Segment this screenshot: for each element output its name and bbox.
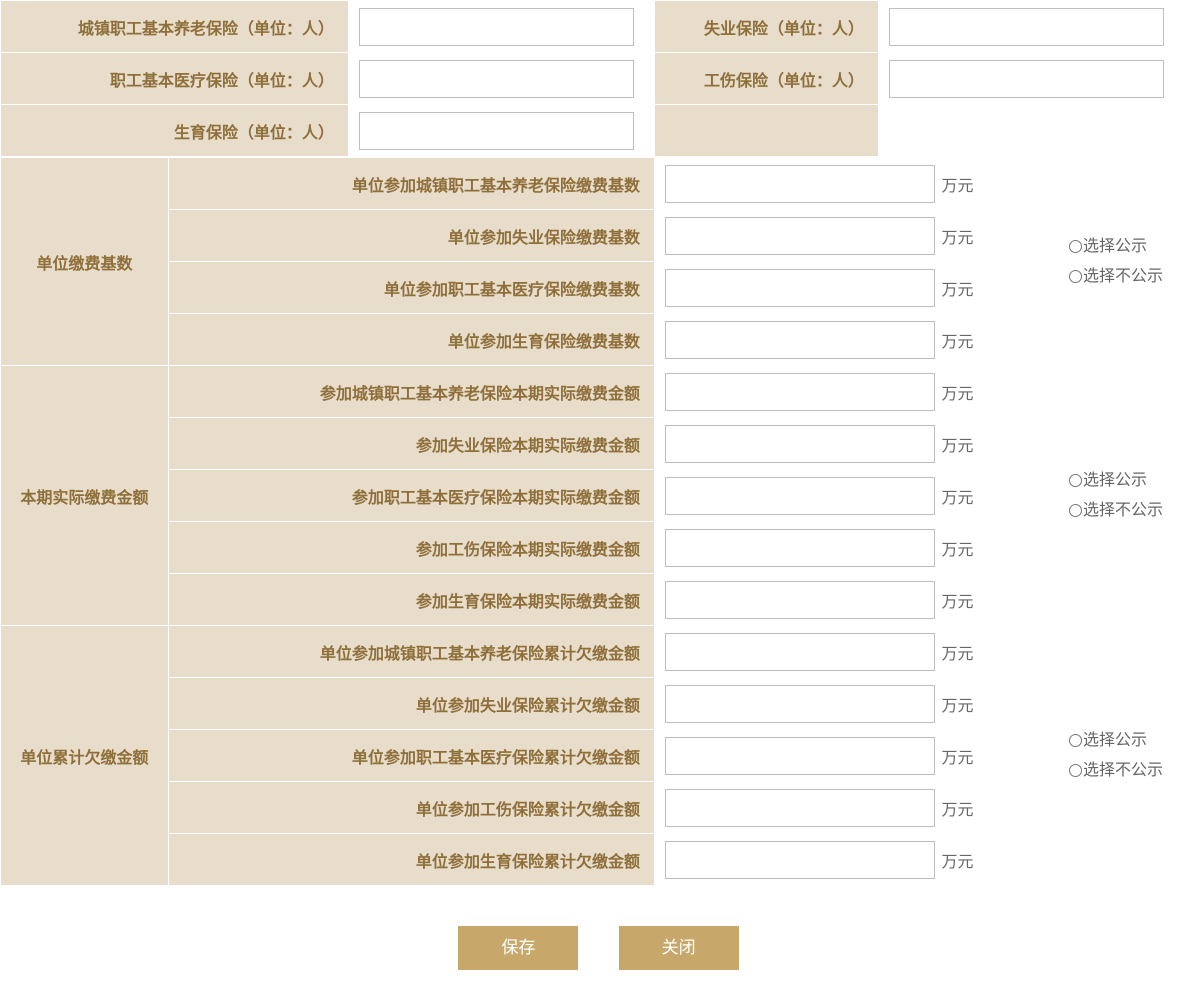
blank-cell bbox=[655, 105, 879, 157]
disclosure-radio-group-actual: 选择公示选择不公示 bbox=[1063, 366, 1197, 626]
radio-option-hide[interactable]: 选择不公示 bbox=[1069, 496, 1197, 526]
amount-input[interactable] bbox=[665, 321, 935, 359]
row-label: 单位参加工伤保险累计欠缴金额 bbox=[169, 782, 655, 834]
row-label: 参加工伤保险本期实际缴费金额 bbox=[169, 522, 655, 574]
amount-input[interactable] bbox=[665, 477, 935, 515]
row-label: 单位参加失业保险缴费基数 bbox=[169, 210, 655, 262]
radio-option-show[interactable]: 选择公示 bbox=[1069, 726, 1197, 756]
row-input-cell: 万元 bbox=[655, 522, 1063, 574]
section-header-actual: 本期实际缴费金额 bbox=[1, 366, 169, 626]
input-unemployment[interactable] bbox=[889, 8, 1164, 46]
close-button[interactable]: 关闭 bbox=[619, 926, 739, 970]
row-label: 单位参加生育保险缴费基数 bbox=[169, 314, 655, 366]
row-input-cell: 万元 bbox=[655, 314, 1063, 366]
unit-label: 万元 bbox=[937, 698, 973, 715]
row-label: 单位参加城镇职工基本养老保险累计欠缴金额 bbox=[169, 626, 655, 678]
label-pension: 城镇职工基本养老保险（单位：人） bbox=[1, 1, 349, 53]
disclosure-radio-group-owed: 选择公示选择不公示 bbox=[1063, 626, 1197, 886]
amount-input[interactable] bbox=[665, 685, 935, 723]
amount-input[interactable] bbox=[665, 737, 935, 775]
amount-input[interactable] bbox=[665, 269, 935, 307]
radio-input[interactable] bbox=[1069, 764, 1082, 777]
label-medical: 职工基本医疗保险（单位：人） bbox=[1, 53, 349, 105]
sections-table: 单位缴费基数单位参加城镇职工基本养老保险缴费基数 万元选择公示选择不公示单位参加… bbox=[0, 157, 1197, 886]
radio-option-show[interactable]: 选择公示 bbox=[1069, 466, 1197, 496]
row-input-cell: 万元 bbox=[655, 730, 1063, 782]
radio-option-show[interactable]: 选择公示 bbox=[1069, 232, 1197, 262]
unit-label: 万元 bbox=[937, 646, 973, 663]
radio-input[interactable] bbox=[1069, 734, 1082, 747]
radio-input[interactable] bbox=[1069, 474, 1082, 487]
label-maternity: 生育保险（单位：人） bbox=[1, 105, 349, 157]
radio-input[interactable] bbox=[1069, 270, 1082, 283]
input-injury[interactable] bbox=[889, 60, 1164, 98]
row-input-cell: 万元 bbox=[655, 626, 1063, 678]
label-injury: 工伤保险（单位：人） bbox=[655, 53, 879, 105]
input-pension[interactable] bbox=[359, 8, 634, 46]
row-input-cell: 万元 bbox=[655, 262, 1063, 314]
section-header-owed: 单位累计欠缴金额 bbox=[1, 626, 169, 886]
blank-input-cell bbox=[879, 105, 1197, 157]
row-input-cell: 万元 bbox=[655, 470, 1063, 522]
input-maternity[interactable] bbox=[359, 112, 634, 150]
row-label: 参加城镇职工基本养老保险本期实际缴费金额 bbox=[169, 366, 655, 418]
row-label: 单位参加职工基本医疗保险累计欠缴金额 bbox=[169, 730, 655, 782]
amount-input[interactable] bbox=[665, 373, 935, 411]
input-medical[interactable] bbox=[359, 60, 634, 98]
unit-label: 万元 bbox=[937, 230, 973, 247]
unit-label: 万元 bbox=[937, 334, 973, 351]
row-input-cell: 万元 bbox=[655, 366, 1063, 418]
top-fields-table: 城镇职工基本养老保险（单位：人） 失业保险（单位：人） 职工基本医疗保险（单位：… bbox=[0, 0, 1197, 157]
amount-input[interactable] bbox=[665, 165, 935, 203]
unit-label: 万元 bbox=[937, 178, 973, 195]
radio-option-hide[interactable]: 选择不公示 bbox=[1069, 262, 1197, 292]
amount-input[interactable] bbox=[665, 217, 935, 255]
unit-label: 万元 bbox=[937, 542, 973, 559]
row-label: 参加职工基本医疗保险本期实际缴费金额 bbox=[169, 470, 655, 522]
radio-input[interactable] bbox=[1069, 504, 1082, 517]
amount-input[interactable] bbox=[665, 841, 935, 879]
row-label: 参加生育保险本期实际缴费金额 bbox=[169, 574, 655, 626]
unit-label: 万元 bbox=[937, 594, 973, 611]
amount-input[interactable] bbox=[665, 425, 935, 463]
amount-input[interactable] bbox=[665, 789, 935, 827]
amount-input[interactable] bbox=[665, 581, 935, 619]
row-label: 单位参加失业保险累计欠缴金额 bbox=[169, 678, 655, 730]
amount-input[interactable] bbox=[665, 529, 935, 567]
row-input-cell: 万元 bbox=[655, 782, 1063, 834]
row-label: 单位参加职工基本医疗保险缴费基数 bbox=[169, 262, 655, 314]
unit-label: 万元 bbox=[937, 854, 973, 871]
unit-label: 万元 bbox=[937, 750, 973, 767]
unit-label: 万元 bbox=[937, 438, 973, 455]
label-unemployment: 失业保险（单位：人） bbox=[655, 1, 879, 53]
button-row: 保存 关闭 bbox=[0, 886, 1197, 990]
radio-input[interactable] bbox=[1069, 240, 1082, 253]
unit-label: 万元 bbox=[937, 802, 973, 819]
unit-label: 万元 bbox=[937, 282, 973, 299]
save-button[interactable]: 保存 bbox=[458, 926, 578, 970]
unit-label: 万元 bbox=[937, 490, 973, 507]
section-header-base: 单位缴费基数 bbox=[1, 158, 169, 366]
row-label: 单位参加城镇职工基本养老保险缴费基数 bbox=[169, 158, 655, 210]
radio-option-hide[interactable]: 选择不公示 bbox=[1069, 756, 1197, 786]
row-label: 单位参加生育保险累计欠缴金额 bbox=[169, 834, 655, 886]
row-input-cell: 万元 bbox=[655, 678, 1063, 730]
row-label: 参加失业保险本期实际缴费金额 bbox=[169, 418, 655, 470]
amount-input[interactable] bbox=[665, 633, 935, 671]
unit-label: 万元 bbox=[937, 386, 973, 403]
row-input-cell: 万元 bbox=[655, 834, 1063, 886]
row-input-cell: 万元 bbox=[655, 418, 1063, 470]
disclosure-radio-group-base: 选择公示选择不公示 bbox=[1063, 158, 1197, 366]
row-input-cell: 万元 bbox=[655, 210, 1063, 262]
row-input-cell: 万元 bbox=[655, 158, 1063, 210]
row-input-cell: 万元 bbox=[655, 574, 1063, 626]
